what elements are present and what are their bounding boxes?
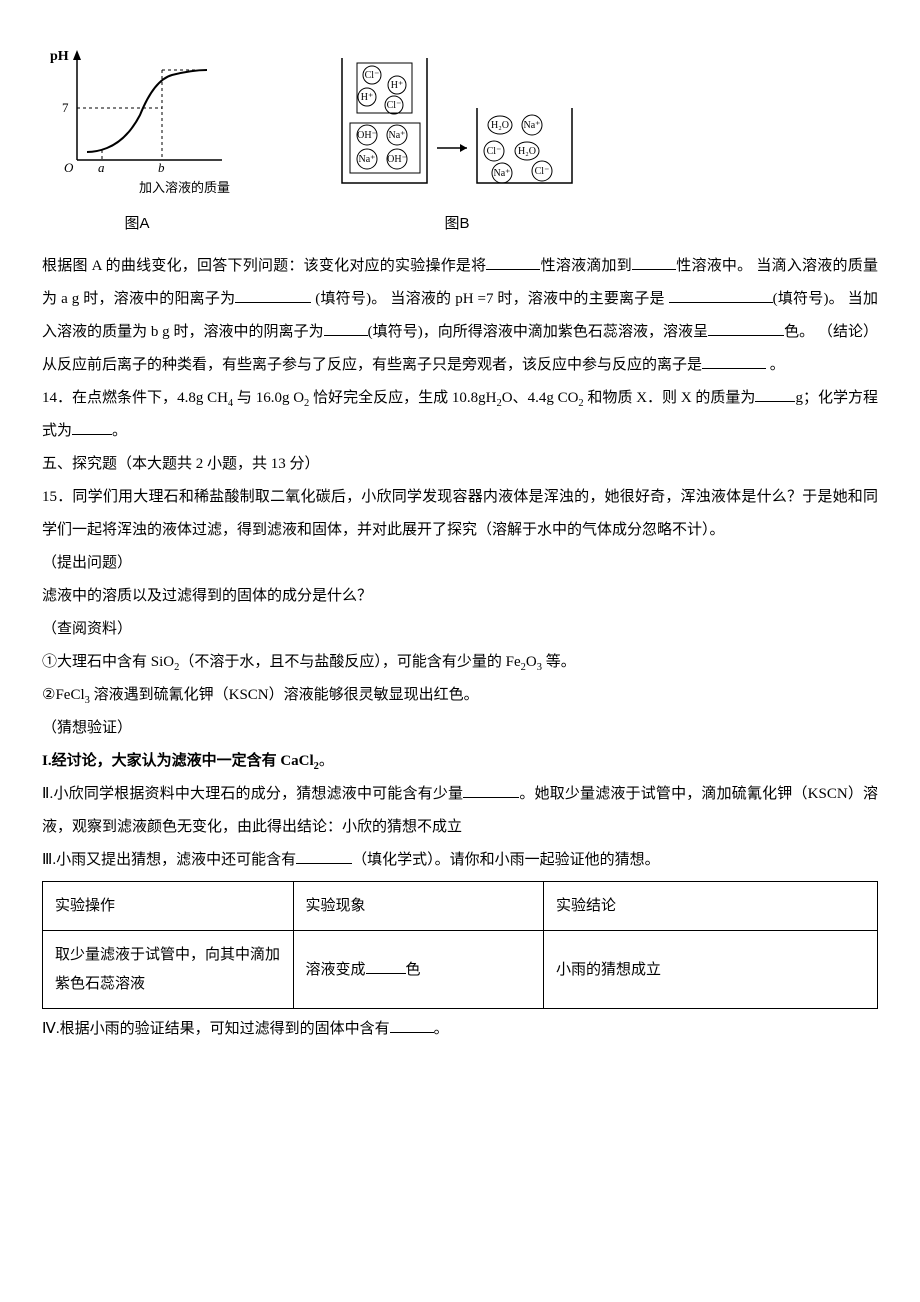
th-obs: 实验现象 [293,881,544,931]
question-15-p1: 15．同学们用大理石和稀盐酸制取二氧化碳后，小欣同学发现容器内液体是浑浊的，她很… [42,481,878,547]
svg-text:Na⁺: Na⁺ [359,154,376,165]
q14-num: 14． [42,390,72,406]
guess-2: Ⅱ.小欣同学根据资料中大理石的成分，猜想滤液中可能含有少量。她取少量滤液于试管中… [42,778,878,844]
q15-num: 15． [42,489,72,505]
guess-1: I.经讨论，大家认为滤液中一定含有 CaCl2。 [42,745,878,778]
ref1-c: O [526,654,537,670]
blank [486,254,540,270]
q14-a: 在点燃条件下，4.8g CH [72,390,228,406]
heading-ask: （提出问题） [42,547,878,580]
svg-text:H⁺: H⁺ [361,92,374,103]
experiment-table: 实验操作 实验现象 实验结论 取少量滤液于试管中，向其中滴加紫色石蕊溶液 溶液变… [42,881,878,1010]
q14-e: 和物质 X．则 X 的质量为 [584,390,756,406]
svg-text:O: O [64,160,74,175]
svg-text:H⁺: H⁺ [391,80,404,91]
blank [72,419,112,435]
figure-b-caption: 图B [444,207,469,240]
diagram-b-svg: Cl⁻ H⁺ H⁺ Cl⁻ OH⁻ Na⁺ Na⁺ OH⁻ H₂O Na⁺ Cl… [332,53,582,203]
svg-text:a: a [98,160,105,175]
g3-a: Ⅲ.小雨又提出猜想，滤液中还可能含有 [42,852,296,868]
q13-t1c: (填符号)。 当溶液的 pH =7 时，溶液中的主要离子是 [315,291,664,307]
blank [366,958,406,974]
table-header-row: 实验操作 实验现象 实验结论 [43,881,878,931]
heading-guess: （猜想验证） [42,712,878,745]
figure-a-caption: 图A [124,207,149,240]
ref-1: ①大理石中含有 SiO2（不溶于水，且不与盐酸反应），可能含有少量的 Fe2O3… [42,646,878,679]
x-axis-label: 加入溶液的质量 [139,174,230,203]
svg-text:Cl⁻: Cl⁻ [365,70,380,81]
section-5-header: 五、探究题（本大题共 2 小题，共 13 分） [42,448,878,481]
blank [708,320,784,336]
q13-t1a: 性溶液滴加到 [540,258,632,274]
heading-ref: （查阅资料） [42,613,878,646]
blank [702,353,766,369]
blank [324,320,368,336]
svg-text:b: b [158,160,165,175]
obs-b: 色 [406,962,421,978]
guess-3: Ⅲ.小雨又提出猜想，滤液中还可能含有 （填化学式）。请你和小雨一起验证他的猜想。 [42,844,878,877]
svg-text:Na⁺: Na⁺ [524,120,541,131]
ref1-d: 等。 [542,654,576,670]
ref-2: ②FeCl3 溶液遇到硫氰化钾（KSCN）溶液能够很灵敏显现出红色。 [42,679,878,712]
obs-a: 溶液变成 [306,962,366,978]
svg-text:Cl⁻: Cl⁻ [487,146,502,157]
g1-a: I.经讨论，大家认为滤液中一定含有 CaCl [42,753,314,769]
g2-a: Ⅱ.小欣同学根据资料中大理石的成分，猜想滤液中可能含有少量 [42,786,463,802]
q14-d: O、4.4g CO [502,390,579,406]
th-op: 实验操作 [43,881,294,931]
g3-b: （填化学式）。请你和小雨一起验证他的猜想。 [352,852,660,868]
para-ask: 滤液中的溶质以及过滤得到的固体的成分是什么？ [42,580,878,613]
figure-a: pH 7 O a b 加入溶液的质量 图A [42,40,232,240]
q13-t2d: 。 [770,357,785,373]
blank [390,1017,434,1033]
table-row: 取少量滤液于试管中，向其中滴加紫色石蕊溶液 溶液变成 色 小雨的猜想成立 [43,931,878,1009]
y-axis-label: pH [50,49,69,64]
td-obs: 溶液变成 色 [293,931,544,1009]
figure-b: Cl⁻ H⁺ H⁺ Cl⁻ OH⁻ Na⁺ Na⁺ OH⁻ H₂O Na⁺ Cl… [332,53,582,240]
svg-text:Cl⁻: Cl⁻ [387,100,402,111]
guess-4: Ⅳ.根据小雨的验证结果，可知过滤得到的固体中含有 。 [42,1013,878,1046]
svg-text:Cl⁻: Cl⁻ [535,166,550,177]
blank [632,254,676,270]
blank [669,287,773,303]
blank [296,848,352,864]
q14-g: 。 [112,423,127,439]
q15-p1: 同学们用大理石和稀盐酸制取二氧化碳后，小欣同学发现容器内液体是浑浊的，她很好奇，… [42,489,878,538]
svg-text:H₂O: H₂O [518,146,536,157]
q13-t2b: (填符号)，向所得溶液中滴加紫色石蕊溶液，溶液呈 [368,324,708,340]
g1-b: 。 [319,753,334,769]
question-13-text: 根据图 A 的曲线变化，回答下列问题：该变化对应的实验操作是将性溶液滴加到性溶液… [42,250,878,382]
q14-c: 恰好完全反应，生成 10.8gH [309,390,496,406]
g4-b: 。 [434,1021,449,1037]
g4-a: Ⅳ.根据小雨的验证结果，可知过滤得到的固体中含有 [42,1021,390,1037]
svg-text:H₂O: H₂O [491,120,509,131]
ref2-b: 溶液遇到硫氰化钾（KSCN）溶液能够很灵敏显现出红色。 [90,687,479,703]
svg-text:OH⁻: OH⁻ [387,154,407,165]
question-14: 14．在点燃条件下，4.8g CH4 与 16.0g O2 恰好完全反应，生成 … [42,382,878,448]
chart-a-svg: pH 7 O a b [42,40,232,180]
td-op: 取少量滤液于试管中，向其中滴加紫色石蕊溶液 [43,931,294,1009]
blank [463,782,519,798]
ref1-a: ①大理石中含有 SiO [42,654,174,670]
q13-intro: 根据图 A 的曲线变化，回答下列问题：该变化对应的实验操作是将 [42,258,486,274]
th-concl: 实验结论 [544,881,878,931]
ref1-b: （不溶于水，且不与盐酸反应），可能含有少量的 Fe [179,654,520,670]
svg-text:Na⁺: Na⁺ [389,130,406,141]
blank [235,287,311,303]
figure-row: pH 7 O a b 加入溶液的质量 图A Cl⁻ H⁺ [42,40,878,240]
ref2-a: ②FeCl [42,687,85,703]
q14-b: 与 16.0g O [233,390,304,406]
y-tick-7: 7 [62,100,69,115]
td-concl: 小雨的猜想成立 [544,931,878,1009]
svg-text:Na⁺: Na⁺ [494,168,511,179]
svg-text:OH⁻: OH⁻ [357,130,377,141]
blank [755,386,795,402]
